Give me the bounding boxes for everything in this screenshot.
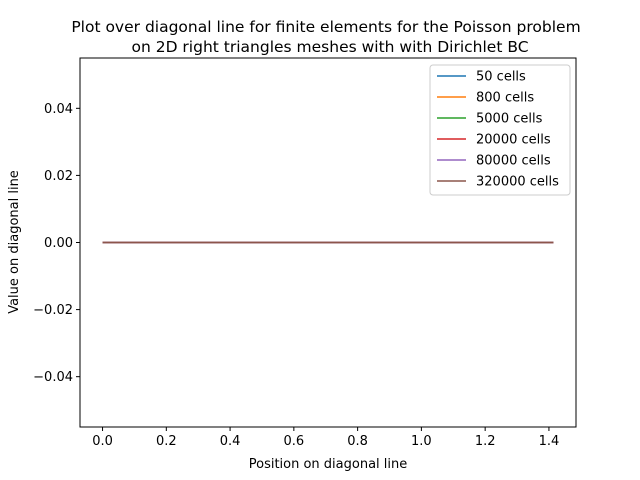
x-tick-label: 1.4 — [539, 434, 560, 449]
y-tick-label: −0.04 — [33, 370, 73, 385]
y-tick-label: 0.00 — [44, 236, 73, 251]
x-tick-label: 0.0 — [92, 434, 113, 449]
x-axis-label: Position on diagonal line — [249, 457, 408, 472]
legend-label-5: 80000 cells — [476, 154, 551, 169]
x-tick-label: 0.2 — [156, 434, 177, 449]
legend-label-4: 20000 cells — [476, 133, 551, 148]
x-tick-label: 1.0 — [411, 434, 432, 449]
x-tick-label: 0.6 — [284, 434, 305, 449]
y-axis-ticks: −0.04 −0.02 0.00 0.02 0.04 — [33, 102, 80, 385]
plot-area-frame — [79, 57, 577, 428]
x-tick-label: 0.4 — [220, 434, 241, 449]
y-tick-label: −0.02 — [33, 303, 73, 318]
y-tick-label: 0.02 — [44, 169, 73, 184]
legend-label-1: 50 cells — [476, 70, 526, 85]
chart-title-line-1: Plot over diagonal line for finite eleme… — [71, 18, 580, 36]
y-tick-label: 0.04 — [44, 102, 73, 117]
x-tick-label: 1.2 — [475, 434, 496, 449]
legend-label-3: 5000 cells — [476, 112, 543, 127]
x-axis-ticks: 0.0 0.2 0.4 0.6 0.8 1.0 1.2 1.4 — [92, 427, 559, 449]
legend-label-2: 800 cells — [476, 91, 534, 106]
x-tick-label: 0.8 — [347, 434, 368, 449]
legend-label-6: 320000 cells — [476, 175, 559, 190]
legend-items: 50 cells 800 cells 5000 cells 20000 cells 80… — [437, 70, 559, 190]
y-axis-label: Value on diagonal line — [7, 170, 22, 314]
chart-title-line-2: on 2D right triangles meshes with with D… — [131, 38, 528, 56]
legend: 50 cells 800 cells 5000 cells 20000 cells 80… — [429, 64, 571, 196]
